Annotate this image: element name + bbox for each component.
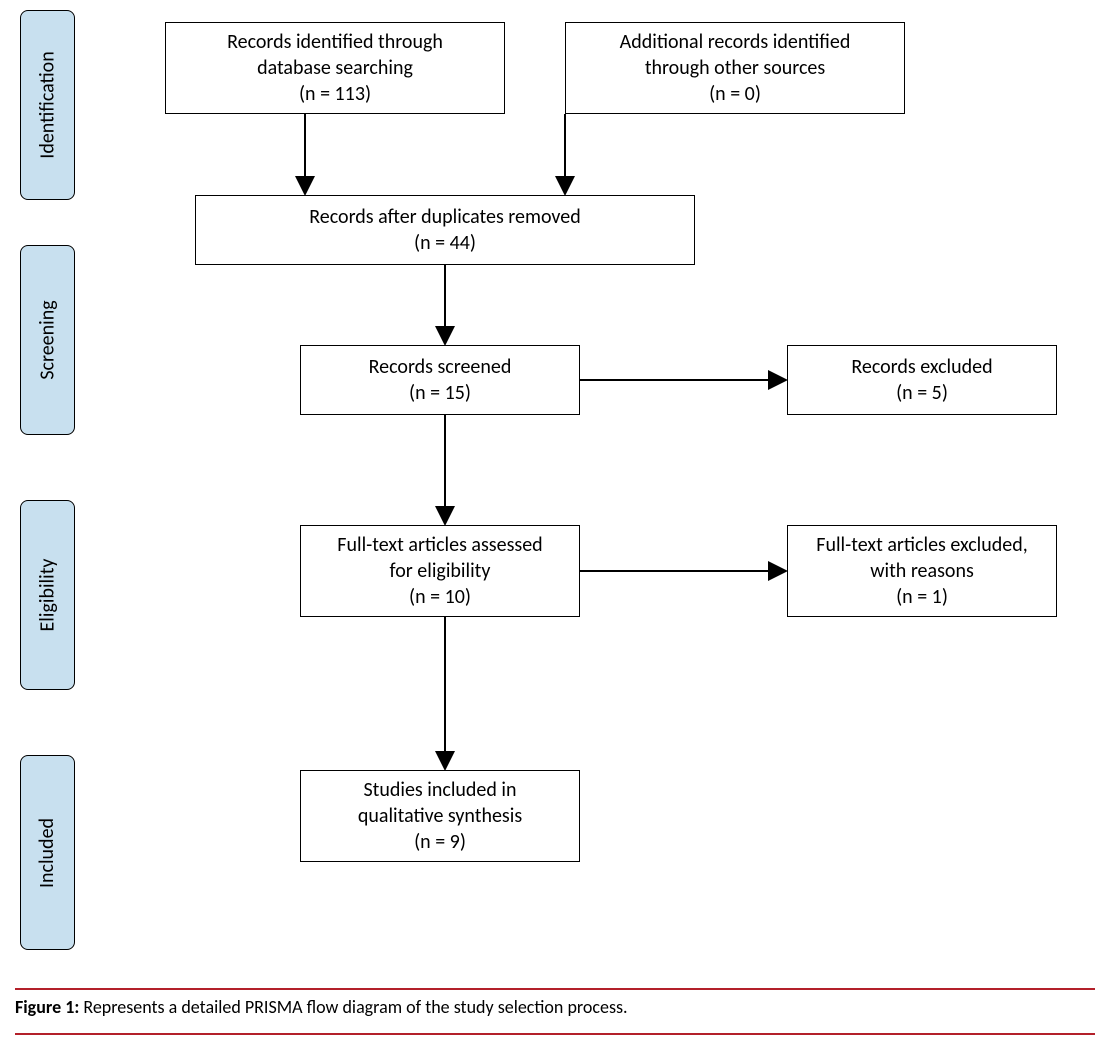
node-excluded-fulltext: Full-text articles excluded, with reason… bbox=[787, 525, 1057, 617]
stage-label-text: Identification bbox=[36, 51, 60, 158]
node-line: (n = 44) bbox=[414, 230, 476, 256]
stage-label-text: Included bbox=[36, 817, 60, 887]
node-line: qualitative synthesis bbox=[358, 803, 522, 829]
stage-label-text: Screening bbox=[36, 300, 60, 379]
node-line: Additional records identified bbox=[620, 29, 851, 55]
node-line: Records excluded bbox=[851, 354, 992, 380]
node-line: database searching bbox=[257, 55, 413, 81]
node-included: Studies included in qualitative synthesi… bbox=[300, 770, 580, 862]
stage-eligibility: Eligibility bbox=[20, 500, 75, 690]
stage-screening: Screening bbox=[20, 245, 75, 435]
node-line: Records after duplicates removed bbox=[309, 204, 580, 230]
node-line: (n = 10) bbox=[409, 584, 471, 610]
node-line: (n = 5) bbox=[896, 380, 948, 406]
caption-rule-bottom bbox=[15, 1033, 1095, 1035]
node-line: through other sources bbox=[645, 55, 825, 81]
stage-label-text: Eligibility bbox=[36, 559, 60, 632]
node-line: (n = 0) bbox=[709, 81, 761, 107]
figure-caption: Figure 1: Represents a detailed PRISMA f… bbox=[15, 996, 1095, 1018]
node-excluded-screen: Records excluded (n = 5) bbox=[787, 345, 1057, 415]
node-db-search: Records identified through database sear… bbox=[165, 22, 505, 114]
node-screened: Records screened (n = 15) bbox=[300, 345, 580, 415]
node-line: Full-text articles excluded, bbox=[816, 532, 1027, 558]
node-line: (n = 15) bbox=[409, 380, 471, 406]
node-line: Records identified through bbox=[227, 29, 443, 55]
node-line: (n = 113) bbox=[299, 81, 371, 107]
node-line: for eligibility bbox=[390, 558, 491, 584]
node-line: Records screened bbox=[369, 354, 512, 380]
caption-label: Figure 1: bbox=[15, 996, 79, 1018]
node-line: Studies included in bbox=[363, 777, 516, 803]
node-other-sources: Additional records identified through ot… bbox=[565, 22, 905, 114]
node-dedup: Records after duplicates removed (n = 44… bbox=[195, 195, 695, 265]
node-line: Full-text articles assessed bbox=[337, 532, 542, 558]
node-line: (n = 9) bbox=[414, 829, 466, 855]
node-fulltext: Full-text articles assessed for eligibil… bbox=[300, 525, 580, 617]
stage-included: Included bbox=[20, 755, 75, 950]
caption-text: Represents a detailed PRISMA flow diagra… bbox=[79, 996, 627, 1018]
node-line: (n = 1) bbox=[896, 584, 948, 610]
caption-rule-top bbox=[15, 988, 1095, 990]
node-line: with reasons bbox=[870, 558, 974, 584]
stage-identification: Identification bbox=[20, 10, 75, 200]
